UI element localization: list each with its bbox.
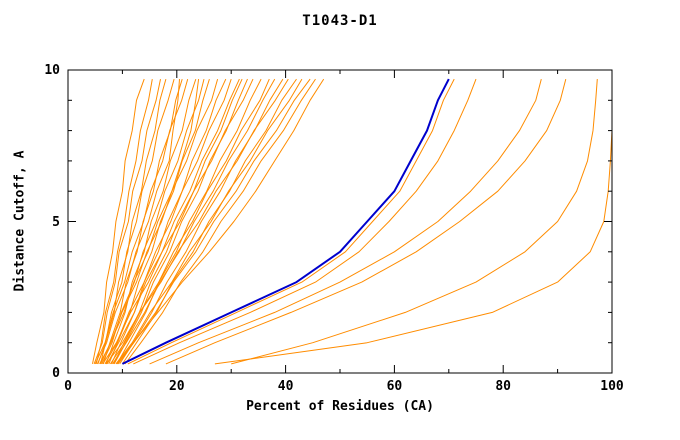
orange-series-line <box>124 78 316 365</box>
orange-series-line <box>92 78 145 364</box>
orange-series-line <box>113 78 243 365</box>
orange-series-line <box>102 78 254 365</box>
orange-series-line <box>116 78 262 365</box>
orange-series-line <box>133 78 477 365</box>
x-tick-label: 20 <box>168 379 185 394</box>
orange-series-line <box>97 78 175 365</box>
orange-series-line <box>100 78 167 365</box>
orange-series-line <box>117 78 311 365</box>
x-axis-label: Percent of Residues (CA) <box>246 399 434 414</box>
x-tick-label: 0 <box>64 379 72 394</box>
blue-series-line <box>121 78 450 365</box>
orange-series-line <box>127 78 455 365</box>
orange-series-line <box>100 79 200 365</box>
orange-series-line <box>94 78 189 365</box>
orange-series-line <box>95 79 153 365</box>
orange-series-line <box>113 78 248 365</box>
orange-series-line <box>105 78 197 365</box>
x-tick-label: 40 <box>277 379 294 394</box>
x-tick-label: 100 <box>600 379 624 394</box>
y-tick-label: 0 <box>52 365 60 381</box>
orange-series-line <box>116 78 325 365</box>
y-axis-label: Distance Cutoff, A <box>12 150 28 292</box>
x-tick-label: 60 <box>386 379 403 394</box>
orange-series-line <box>231 79 598 365</box>
orange-series-line <box>115 78 303 365</box>
y-tick-label: 10 <box>44 62 60 78</box>
orange-series-line <box>119 78 284 365</box>
orange-series-line <box>165 78 567 365</box>
orange-series-line <box>149 78 542 365</box>
orange-series-line <box>104 78 232 365</box>
orange-series-line <box>111 78 227 365</box>
chart-title: T1043-D1 <box>302 13 378 29</box>
orange-series-line <box>112 78 276 365</box>
orange-series-line <box>96 79 180 365</box>
orange-series-line <box>99 78 219 365</box>
orange-series-line <box>93 78 161 365</box>
y-tick-label: 5 <box>52 214 60 230</box>
x-tick-label: 80 <box>495 379 512 394</box>
orange-series-line <box>106 78 240 365</box>
plot-frame <box>67 69 613 374</box>
